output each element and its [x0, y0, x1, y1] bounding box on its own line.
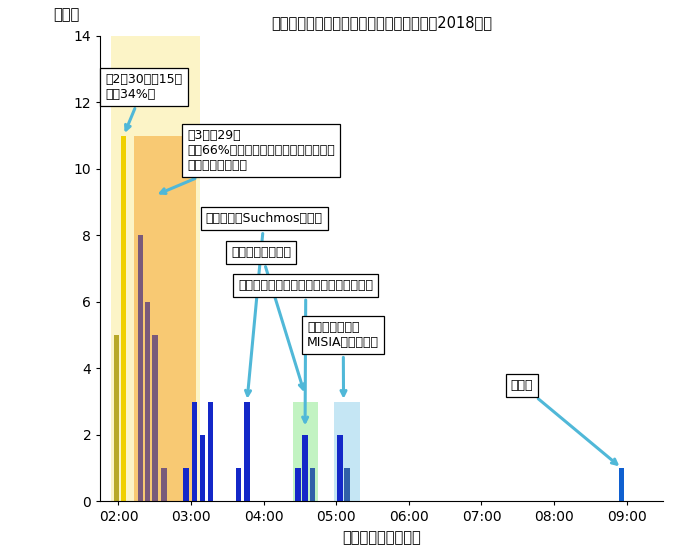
Title: パフォーマンス時間ごとの歌手数の分布（2018年）: パフォーマンス時間ごとの歌手数の分布（2018年） [271, 16, 492, 31]
Bar [244, 402, 250, 501]
Bar [152, 335, 157, 501]
Bar [134, 136, 196, 501]
Bar [111, 36, 200, 501]
Y-axis label: 歌手数: 歌手数 [54, 7, 80, 22]
Bar [200, 435, 205, 501]
Text: サザン: サザン [511, 379, 617, 464]
Bar [192, 402, 197, 501]
Bar [161, 468, 167, 501]
Text: ～2分30秒が15組
（約34%）: ～2分30秒が15組 （約34%） [105, 72, 182, 130]
Text: トリの石川さゆり: トリの石川さゆり [231, 245, 304, 389]
Bar [334, 402, 359, 501]
Bar [235, 468, 241, 501]
Bar [310, 468, 315, 501]
Bar [114, 335, 119, 501]
Text: ～3分が29組
（約66%、石川さゆり・坂本冬美以外の
演歌歌手はここ）: ～3分が29組 （約66%、石川さゆり・坂本冬美以外の 演歌歌手はここ） [161, 129, 335, 193]
Bar [293, 402, 318, 501]
Bar [619, 468, 624, 501]
Bar [295, 468, 300, 501]
Bar [145, 302, 151, 501]
Bar [337, 435, 342, 501]
Bar [302, 435, 308, 501]
Text: 前半最長のSuchmosはここ: 前半最長のSuchmosはここ [205, 212, 323, 395]
Text: 福山雅治・松田聖子・米津玄師・星野源: 福山雅治・松田聖子・米津玄師・星野源 [238, 279, 374, 422]
Bar [208, 402, 214, 501]
Bar [183, 468, 188, 501]
Bar [121, 136, 126, 501]
Bar [344, 468, 350, 501]
Text: 嵐（大トリ）・
MISIA・ユーミン: 嵐（大トリ）・ MISIA・ユーミン [307, 321, 379, 395]
Bar [138, 235, 143, 501]
X-axis label: パフォーマンス時間: パフォーマンス時間 [342, 530, 421, 545]
